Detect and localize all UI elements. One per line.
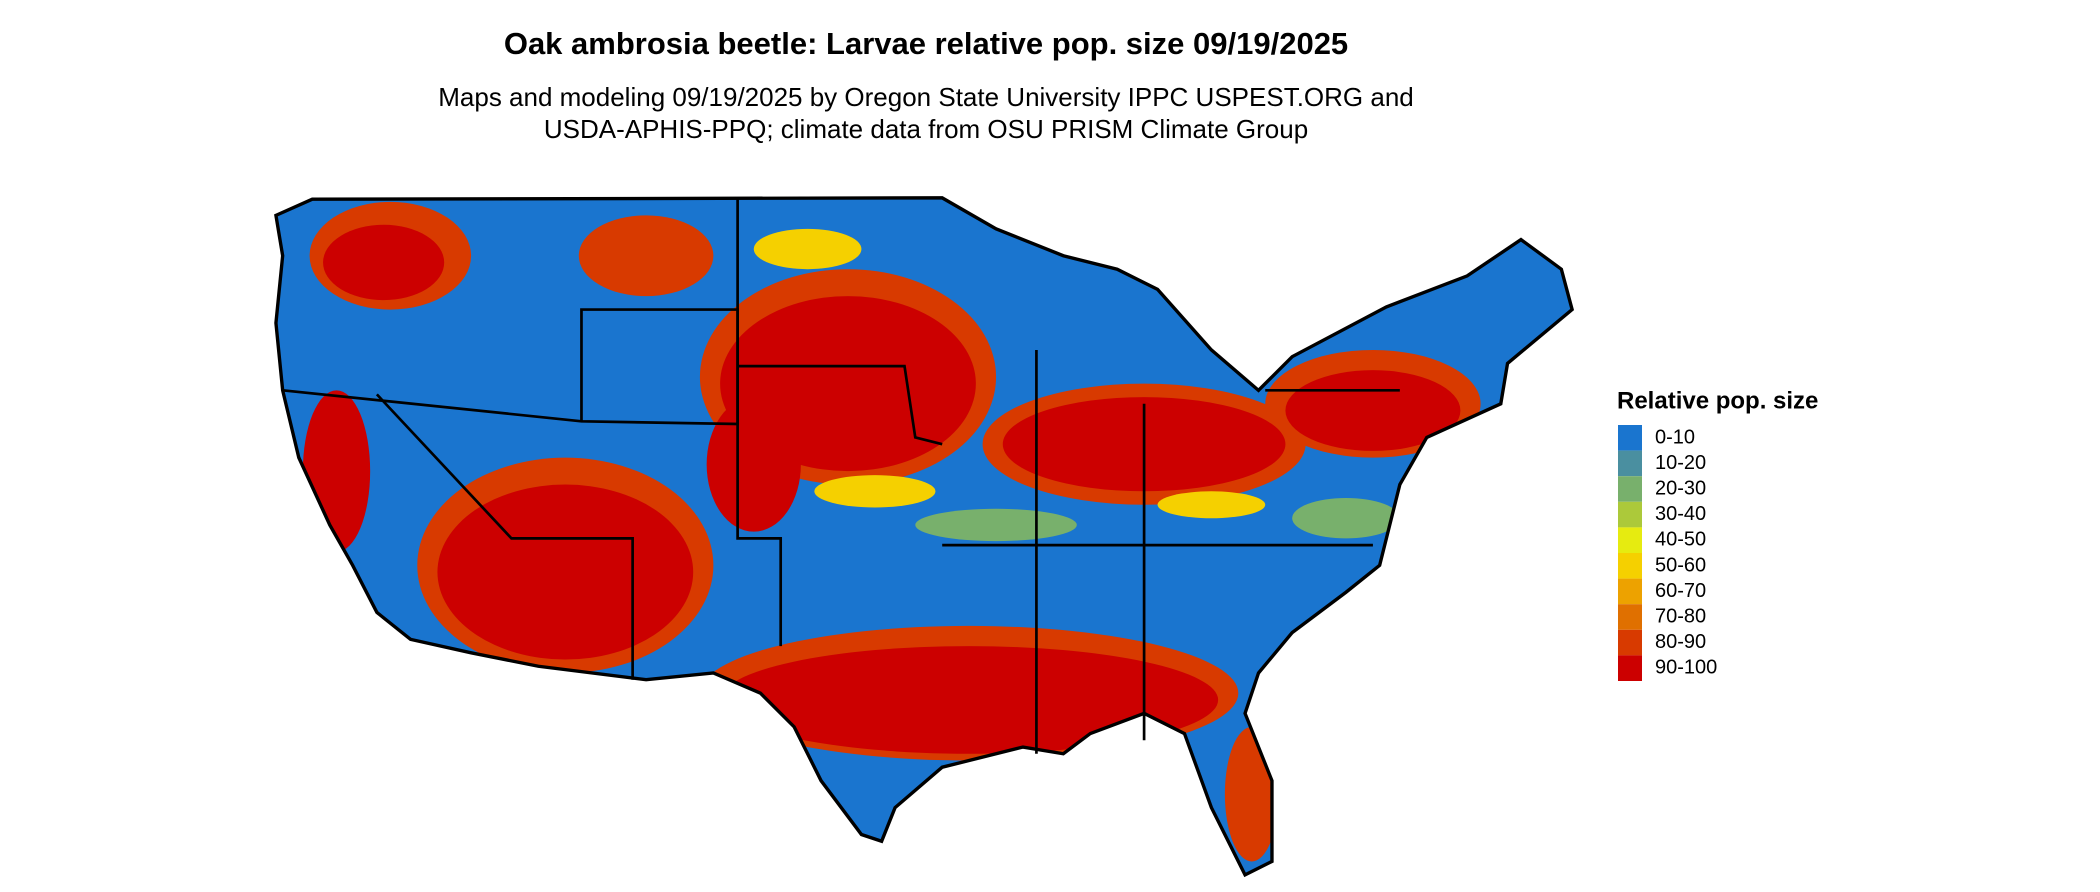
legend: 0-10 10-20 20-30 30-40 40-50 50-60 60-70 70-80 8… [1618,425,1717,681]
legend-swatch [1618,501,1642,528]
map [274,196,1575,878]
legend-label: 50-60 [1655,554,1706,576]
legend-swatch [1618,553,1642,579]
legend-label: 0-10 [1655,426,1695,448]
legend-swatch [1618,604,1642,630]
legend-swatch [1618,450,1642,477]
legend-label: 70-80 [1655,605,1706,627]
map-title: Oak ambrosia beetle: Larvae relative pop… [504,26,1348,61]
legend-swatch [1618,655,1642,681]
legend-label: 80-90 [1655,631,1706,653]
legend-label: 10-20 [1655,452,1706,474]
legend-swatch [1618,425,1642,451]
legend-label: 60-70 [1655,580,1706,602]
legend-swatch [1618,629,1642,656]
legend-swatch [1618,578,1642,605]
legend-label: 30-40 [1655,503,1706,525]
map-subtitle: Maps and modeling 09/19/2025 by Oregon S… [438,82,1414,112]
legend-title: Relative pop. size [1617,387,1818,414]
legend-label: 40-50 [1655,529,1706,551]
legend-swatch [1618,476,1642,502]
map-subtitle: USDA-APHIS-PPQ; climate data from OSU PR… [544,114,1308,144]
legend-swatch [1618,527,1642,553]
legend-label: 20-30 [1655,477,1706,499]
legend-label: 90-100 [1655,657,1717,679]
